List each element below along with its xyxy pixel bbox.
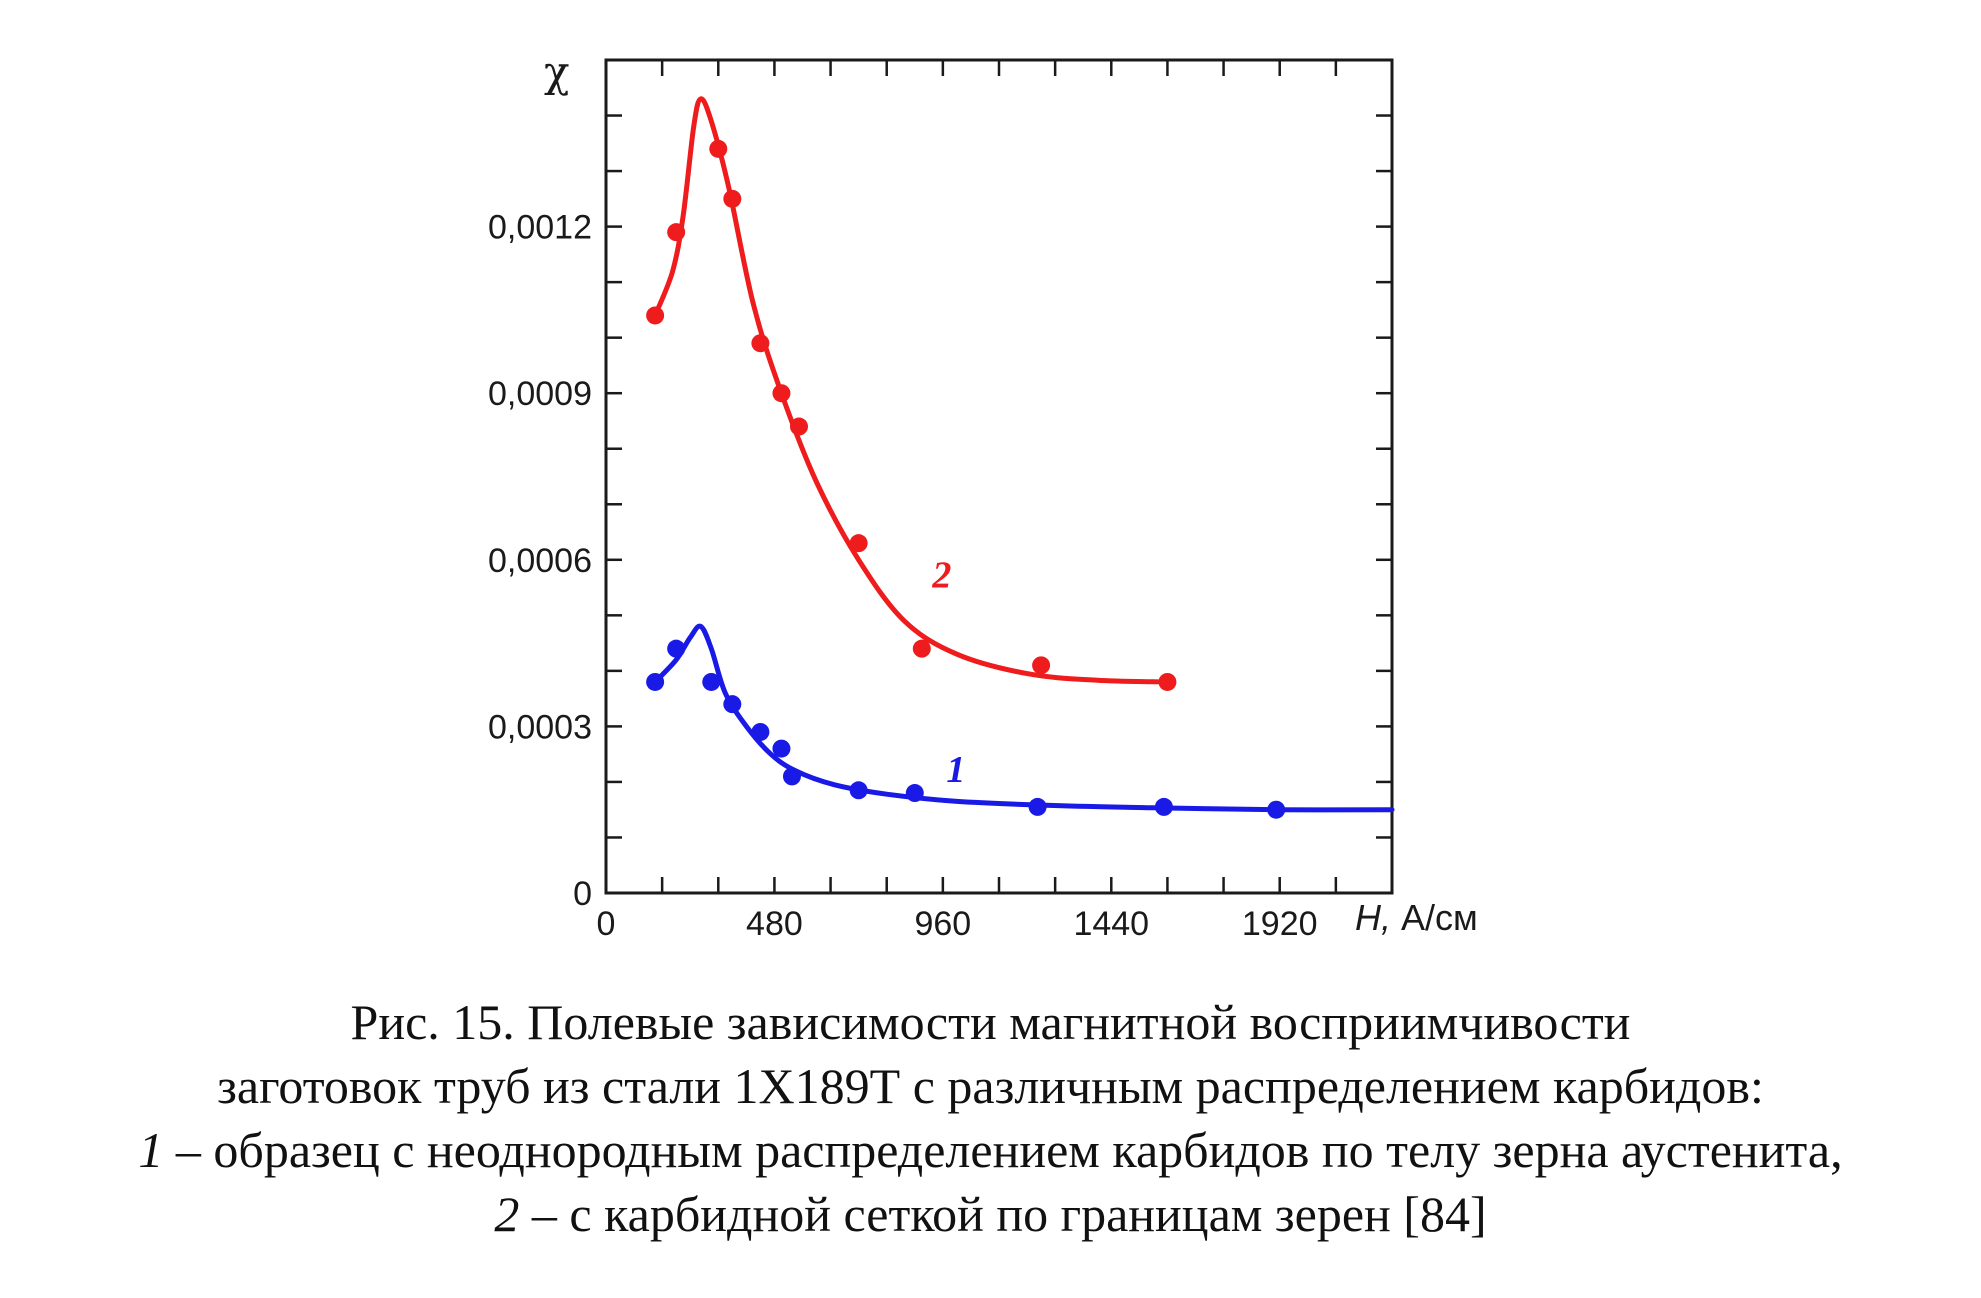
series-2-point	[912, 639, 931, 658]
series-1-point	[849, 781, 868, 800]
series-2-point	[772, 384, 791, 403]
series-1-point	[646, 672, 665, 691]
series-2-point	[751, 334, 770, 353]
series-1-label: 1	[946, 749, 965, 791]
series-2-curve	[652, 96, 1170, 685]
chart-figure: 0 480 960 1440 1920 0 0,0003 0,0006 0,0009 0,0012…	[488, 47, 1478, 943]
x-tick-label: 960	[914, 905, 971, 943]
y-tick-label: 0	[573, 875, 592, 913]
series-2-label: 2	[931, 555, 951, 597]
figure-caption: Рис. 15. Полевые зависимости магнитной в…	[0, 990, 1981, 1246]
series-1-point	[1028, 797, 1047, 816]
x-tick-label: 1920	[1242, 905, 1318, 943]
x-tick-label: 0	[597, 905, 616, 943]
caption-line-3-text: – образец с неоднородным распределением …	[163, 1122, 1843, 1178]
caption-line-1: Рис. 15. Полевые зависимости магнитной в…	[350, 994, 1631, 1050]
series-2-point	[789, 417, 808, 436]
y-tick-label: 0,0009	[488, 375, 592, 413]
series-2-point	[1032, 656, 1051, 675]
plot-area: 0 480 960 1440 1920 0 0,0003 0,0006 0,0009 0,0012…	[488, 58, 1395, 943]
series-2-point	[1158, 672, 1177, 691]
caption-line-4-text: – с карбидной сеткой по границам зерен […	[519, 1186, 1487, 1242]
series-2-point	[723, 189, 742, 208]
series-2-point	[646, 306, 665, 325]
caption-line-3: 1 – образец с неоднородным распределение…	[0, 1118, 1981, 1182]
series-1-point	[1154, 797, 1173, 816]
plot-frame	[604, 58, 1394, 895]
series-1-point	[782, 767, 801, 786]
series-1-point	[702, 672, 721, 691]
series-1-point	[751, 722, 770, 741]
series-1-point	[667, 639, 686, 658]
series-1-point	[905, 784, 924, 803]
series-1-point	[1267, 800, 1286, 819]
x-axis-symbol: H,	[1355, 897, 1391, 938]
x-tick-label: 1440	[1073, 905, 1149, 943]
caption-line-4: 2 – с карбидной сеткой по границам зерен…	[0, 1182, 1981, 1246]
series-1-point	[772, 739, 791, 758]
x-tick-label: 480	[746, 905, 803, 943]
series-2-point	[709, 139, 728, 158]
y-tick-label: 0,0003	[488, 708, 592, 746]
x-axis-unit: А/см	[1401, 897, 1478, 938]
series-1-curve	[652, 623, 1395, 813]
series-2-point	[849, 534, 868, 553]
y-tick-label: 0,0012	[488, 209, 592, 247]
y-tick-label: 0,0006	[488, 542, 592, 580]
y-axis-label: χ	[544, 47, 569, 96]
caption-line-4-number: 2	[494, 1186, 520, 1242]
caption-line-3-number: 1	[138, 1122, 164, 1178]
series-1-point	[723, 695, 742, 714]
caption-line-2: заготовок труб из стали 1Х189Т с различн…	[217, 1058, 1764, 1114]
series-2-point	[667, 223, 686, 242]
